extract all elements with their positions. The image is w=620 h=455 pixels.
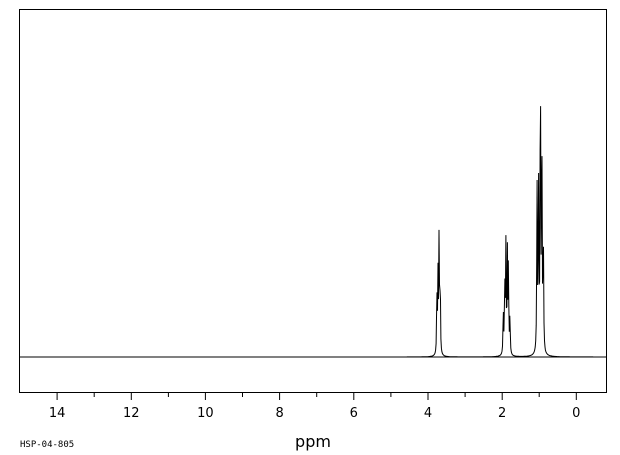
x-axis-ticks bbox=[56, 392, 577, 400]
tick-label-14: 14 bbox=[49, 406, 66, 421]
tick-label-2: 2 bbox=[498, 406, 506, 421]
tick-label-4: 4 bbox=[424, 406, 432, 421]
plot-frame bbox=[19, 9, 607, 393]
spectrum-trace bbox=[20, 106, 606, 358]
tick-label-12: 12 bbox=[123, 406, 140, 421]
tick-label-10: 10 bbox=[197, 406, 214, 421]
tick-label-0: 0 bbox=[572, 406, 580, 421]
x-axis-tick-labels: 14 12 10 8 6 4 2 0 bbox=[49, 406, 581, 421]
tick-label-8: 8 bbox=[275, 406, 283, 421]
sample-code-label: HSP-04-805 bbox=[20, 440, 74, 450]
tick-label-6: 6 bbox=[350, 406, 358, 421]
x-axis-title: ppm bbox=[295, 432, 331, 451]
